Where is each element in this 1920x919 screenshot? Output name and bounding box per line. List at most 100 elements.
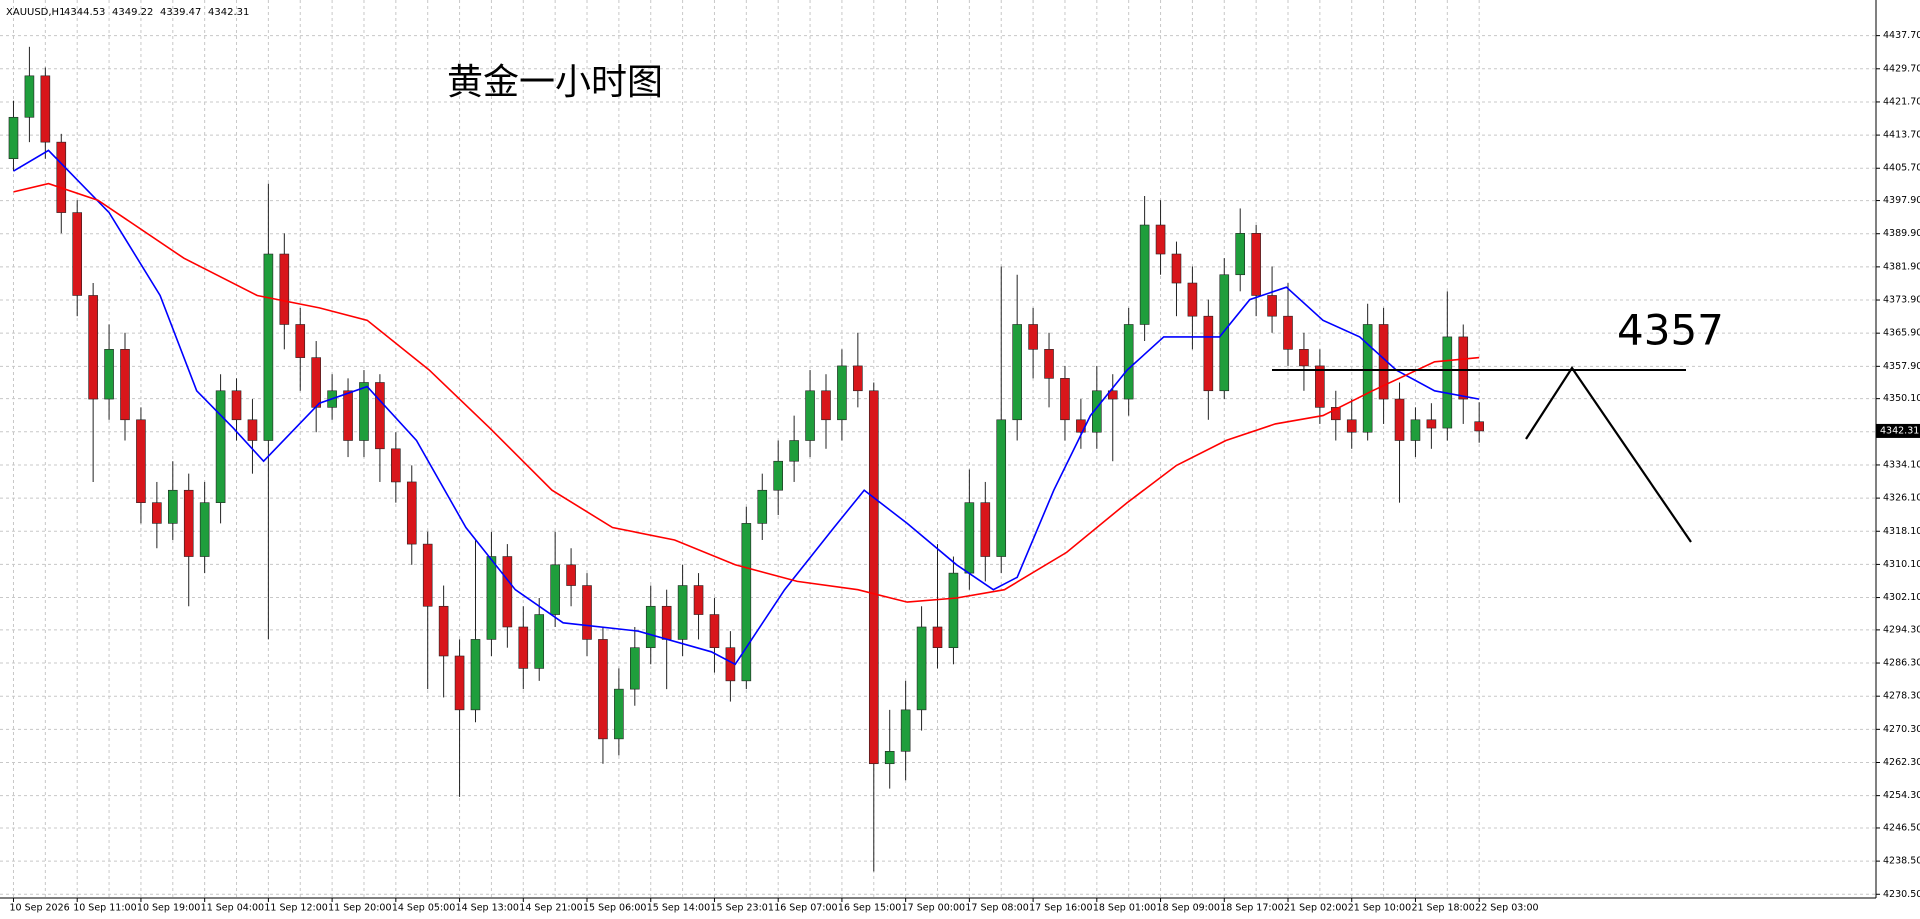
y-tick-label: 4278.30	[1883, 691, 1920, 702]
y-tick-label: 4310.10	[1883, 559, 1920, 570]
x-tick-label: 18 Sep 01:00	[1093, 903, 1156, 914]
symbol-label: XAUUSD,H1	[6, 7, 65, 18]
x-tick-label: 15 Sep 23:01	[710, 903, 773, 914]
header-ohlc: 4344.53	[64, 7, 105, 18]
y-tick-label: 4318.10	[1883, 526, 1920, 537]
y-tick-label: 4334.10	[1883, 459, 1920, 470]
candle-body	[1012, 324, 1022, 421]
candle-body	[1203, 315, 1214, 392]
candle-body	[263, 253, 274, 441]
header-ohlc: 4342.31	[208, 7, 249, 18]
candle-body	[837, 365, 847, 421]
y-tick-label: 4294.30	[1883, 624, 1920, 635]
candle-body	[486, 556, 497, 640]
candle-body	[120, 349, 130, 421]
y-tick-label: 4365.90	[1883, 328, 1920, 339]
candle-body	[900, 709, 911, 752]
candle-body	[1346, 419, 1357, 433]
candle-body	[454, 655, 465, 711]
candle-body	[948, 572, 959, 649]
candle-body	[518, 626, 529, 669]
header-ohlc: 4339.47	[160, 7, 201, 18]
x-tick-label: 18 Sep 17:00	[1220, 903, 1283, 914]
candle-body	[1139, 224, 1150, 325]
candle-body	[709, 614, 720, 649]
candle-body	[1299, 349, 1309, 367]
candle-body	[677, 585, 688, 640]
candle-body	[550, 564, 560, 615]
candle-body	[1187, 282, 1198, 317]
x-tick-label: 17 Sep 16:00	[1029, 903, 1092, 914]
candle-body	[295, 324, 306, 358]
candle-body	[152, 502, 162, 524]
y-tick-label: 4246.50	[1883, 822, 1920, 833]
y-tick-label: 4397.90	[1883, 195, 1920, 206]
candle-body	[406, 481, 417, 545]
x-tick-label: 10 Sep 11:00	[73, 903, 136, 914]
candle-body	[1028, 324, 1038, 350]
candle-body	[741, 523, 752, 682]
projection-drawing	[1525, 366, 1692, 543]
candle-body	[1060, 378, 1070, 421]
candle-body	[231, 390, 242, 421]
y-tick-label: 4230.50	[1883, 889, 1920, 900]
candle-body	[566, 564, 576, 586]
candle-body	[422, 543, 433, 607]
moving-average-line	[13, 149, 1480, 666]
y-tick-label: 4262.30	[1883, 757, 1920, 768]
candle-body	[167, 489, 178, 524]
candle-body	[582, 585, 592, 640]
candle-body	[375, 382, 385, 450]
candle-body	[391, 448, 401, 483]
candle-body	[1155, 224, 1166, 255]
candle-body	[773, 460, 783, 491]
candle-body	[1251, 233, 1261, 296]
x-tick-label: 21 Sep 18:00	[1411, 903, 1474, 914]
x-tick-label: 15 Sep 06:00	[583, 903, 646, 914]
candle-body	[1330, 407, 1341, 421]
candle-body	[805, 390, 815, 441]
candle-body	[598, 639, 608, 740]
candle-body	[996, 419, 1007, 557]
x-tick-label: 21 Sep 10:00	[1348, 903, 1411, 914]
y-tick-label: 4326.10	[1883, 493, 1920, 504]
y-tick-label: 4413.70	[1883, 130, 1920, 141]
y-tick-label: 4350.10	[1883, 393, 1920, 404]
candle-body	[693, 585, 704, 615]
x-tick-label: 10 Sep 2026	[9, 903, 69, 914]
x-tick-label: 21 Sep 02:00	[1284, 903, 1347, 914]
x-tick-label: 22 Sep 03:00	[1475, 903, 1538, 914]
candle-body	[199, 502, 210, 557]
candle-body	[821, 390, 831, 421]
y-tick-label: 4286.30	[1883, 658, 1920, 669]
candle-body	[1362, 324, 1373, 433]
candle-body	[630, 647, 640, 690]
candle-body	[614, 688, 624, 740]
candle-body	[215, 390, 226, 503]
candle-body	[980, 502, 991, 557]
candle-body	[1171, 253, 1182, 284]
candle-body	[916, 626, 927, 711]
candle-body	[1442, 336, 1453, 429]
x-tick-label: 17 Sep 08:00	[965, 903, 1028, 914]
candle-body	[1267, 295, 1277, 317]
candle-body	[1044, 349, 1054, 379]
y-tick-label: 4373.90	[1883, 295, 1920, 306]
candle-body	[136, 419, 146, 503]
candle-body	[1315, 365, 1325, 408]
candle-body	[104, 349, 114, 400]
y-tick-label: 4429.70	[1883, 63, 1920, 74]
x-tick-label: 10 Sep 19:00	[137, 903, 200, 914]
candle-body	[438, 605, 449, 657]
x-tick-label: 11 Sep 04:00	[201, 903, 264, 914]
candle-body	[24, 75, 35, 118]
y-tick-label: 4437.70	[1883, 30, 1920, 41]
candle-body	[1410, 419, 1421, 441]
candle-body	[645, 605, 656, 649]
candle-body	[1458, 336, 1469, 400]
y-tick-label: 4381.90	[1883, 261, 1920, 272]
x-tick-label: 14 Sep 21:00	[519, 903, 582, 914]
candle-body	[470, 639, 481, 711]
